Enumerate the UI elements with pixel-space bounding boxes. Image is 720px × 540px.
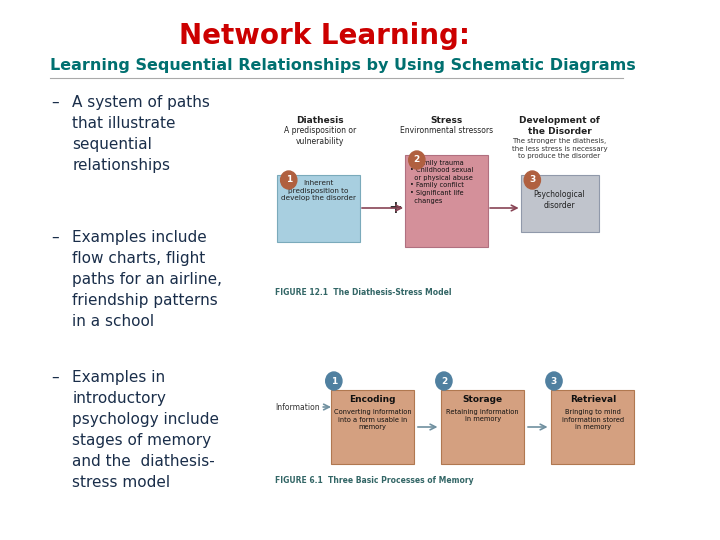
Text: Network Learning:: Network Learning: xyxy=(179,22,470,50)
Text: Bringing to mind
information stored
in memory: Bringing to mind information stored in m… xyxy=(562,409,624,430)
Text: • Family trauma
• Childhood sexual
  or physical abuse
• Family conflict
• Signi: • Family trauma • Childhood sexual or ph… xyxy=(410,160,473,204)
Text: 1: 1 xyxy=(286,176,292,185)
Text: Storage: Storage xyxy=(463,395,503,404)
Text: 3: 3 xyxy=(551,376,557,386)
Text: 2: 2 xyxy=(414,156,420,165)
Text: Diathesis: Diathesis xyxy=(297,116,344,125)
Text: Retaining information
in memory: Retaining information in memory xyxy=(446,409,519,422)
Text: –: – xyxy=(51,95,59,110)
FancyBboxPatch shape xyxy=(441,390,524,464)
Text: Learning Sequential Relationships by Using Schematic Diagrams: Learning Sequential Relationships by Usi… xyxy=(50,58,635,73)
Circle shape xyxy=(281,171,297,189)
Text: A system of paths
that illustrate
sequential
relationships: A system of paths that illustrate sequen… xyxy=(72,95,210,173)
Circle shape xyxy=(436,372,452,390)
Circle shape xyxy=(524,171,541,189)
Text: FIGURE 6.1  Three Basic Processes of Memory: FIGURE 6.1 Three Basic Processes of Memo… xyxy=(275,476,474,485)
Text: Examples include
flow charts, flight
paths for an airline,
friendship patterns
i: Examples include flow charts, flight pat… xyxy=(72,230,222,329)
Text: Psychological
disorder: Psychological disorder xyxy=(534,190,585,210)
Text: Encoding: Encoding xyxy=(349,395,396,404)
Text: Environmental stressors: Environmental stressors xyxy=(400,126,493,135)
Circle shape xyxy=(325,372,342,390)
Text: +: + xyxy=(388,199,402,217)
Text: Information: Information xyxy=(275,402,320,411)
Circle shape xyxy=(409,151,425,169)
FancyBboxPatch shape xyxy=(271,108,631,305)
Text: FIGURE 12.1  The Diathesis-Stress Model: FIGURE 12.1 The Diathesis-Stress Model xyxy=(275,288,451,297)
FancyBboxPatch shape xyxy=(277,175,360,242)
FancyBboxPatch shape xyxy=(521,175,599,232)
Text: The stronger the diathesis,
the less stress is necessary
to produce the disorder: The stronger the diathesis, the less str… xyxy=(512,138,607,159)
Text: Converting information
into a form usable in
memory: Converting information into a form usabl… xyxy=(334,409,411,430)
Text: Development of
the Disorder: Development of the Disorder xyxy=(519,116,600,136)
Text: 3: 3 xyxy=(529,176,536,185)
Text: Inherent
predisposition to
develop the disorder: Inherent predisposition to develop the d… xyxy=(281,180,356,201)
FancyBboxPatch shape xyxy=(405,155,488,247)
FancyBboxPatch shape xyxy=(271,355,631,490)
Text: –: – xyxy=(51,230,59,245)
Text: Examples in
introductory
psychology include
stages of memory
and the  diathesis-: Examples in introductory psychology incl… xyxy=(72,370,219,490)
Text: Stress: Stress xyxy=(431,116,463,125)
FancyBboxPatch shape xyxy=(331,390,414,464)
Text: Retrieval: Retrieval xyxy=(570,395,616,404)
FancyBboxPatch shape xyxy=(552,390,634,464)
Text: 2: 2 xyxy=(441,376,447,386)
Circle shape xyxy=(546,372,562,390)
Text: A predisposition or
vulnerability: A predisposition or vulnerability xyxy=(284,126,356,146)
Text: –: – xyxy=(51,370,59,385)
Text: 1: 1 xyxy=(330,376,337,386)
